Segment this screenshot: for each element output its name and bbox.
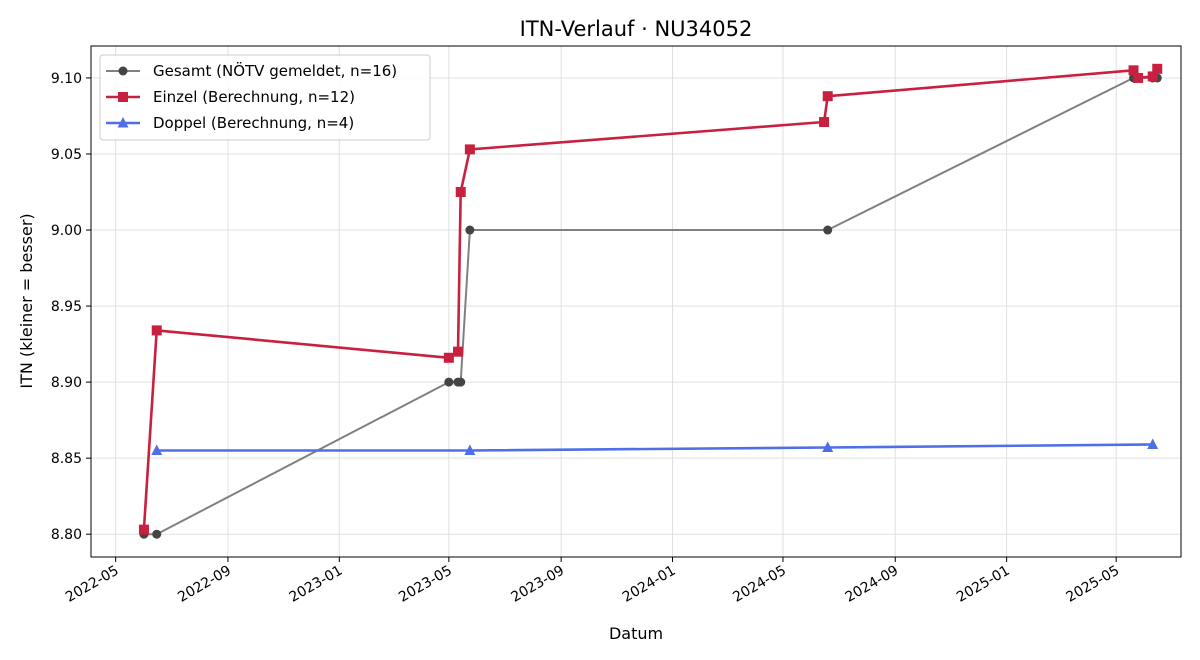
data-point-einzel [1152,63,1163,74]
legend-swatch-marker [118,66,128,76]
data-point-gesamt [152,529,162,539]
y-tick-label: 8.85 [51,451,82,467]
legend-label-doppel: Doppel (Berechnung, n=4) [153,114,354,132]
series-doppel [151,438,1159,456]
data-point-doppel [822,441,834,452]
x-axis-label: Datum [609,624,663,643]
chart-title: ITN-Verlauf · NU34052 [520,17,753,41]
data-point-gesamt [456,377,466,387]
series-line-doppel [156,443,1153,452]
y-axis: 8.80 8.85 8.90 8.95 9.00 9.05 9.10 [51,71,91,543]
data-point-doppel [151,444,163,456]
legend-label-einzel: Einzel (Berechnung, n=12) [153,88,355,106]
y-tick-label: 9.05 [51,147,82,163]
data-point-gesamt [465,225,475,235]
data-point-einzel [455,187,466,197]
y-tick-label: 8.80 [51,527,82,543]
legend-swatch-marker [117,117,129,128]
data-point-einzel [452,346,463,357]
plot-frame [90,45,1182,558]
data-point-einzel [1128,65,1139,76]
data-point-einzel [819,117,830,128]
data-point-gesamt [444,377,454,387]
y-axis-label: ITN (kleiner = besser) [17,213,36,388]
legend: Gesamt (NÖTV gemeldet, n=16) Einzel (Bere… [99,54,431,141]
legend-box [99,54,431,141]
data-point-einzel [151,325,162,336]
series-einzel [138,63,1163,535]
legend-swatch-marker [118,92,128,102]
data-point-einzel [1147,71,1158,82]
y-tick-label: 9.10 [51,71,82,87]
series-layer [138,63,1163,539]
data-point-doppel [464,444,476,456]
data-point-einzel [822,91,833,102]
data-point-gesamt [823,225,833,235]
data-point-einzel [1133,72,1144,83]
y-tick-label: 8.95 [51,299,82,315]
y-tick-label: 9.00 [51,223,82,239]
data-point-einzel [443,352,454,363]
data-point-doppel [1147,438,1159,449]
data-point-einzel [138,524,149,535]
legend-label-gesamt: Gesamt (NÖTV gemeldet, n=16) [153,61,397,80]
data-point-einzel [464,144,475,155]
y-tick-label: 8.90 [51,375,82,391]
